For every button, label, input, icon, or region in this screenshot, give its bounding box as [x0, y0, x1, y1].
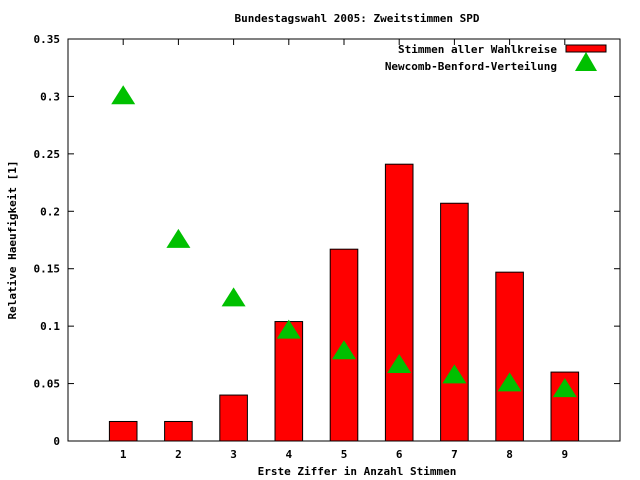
plot-frame: [67, 38, 621, 442]
x-axis-label: Erste Ziffer in Anzahl Stimmen: [258, 465, 457, 478]
x-tick-label: 8: [506, 448, 513, 461]
x-tick-label: 3: [230, 448, 237, 461]
benford-point: [166, 228, 191, 248]
y-axis-ticks: 0 0.05 0.1 0.15 0.2 0.25 0.3 0.35: [34, 33, 620, 448]
y-axis-label: Relative Haeufigkeit [1]: [6, 161, 19, 320]
bar: [440, 202, 469, 442]
y-tick-label: 0.2: [40, 205, 60, 218]
y-tick-label: 0.1: [40, 320, 60, 333]
y-tick-label: 0.15: [34, 263, 61, 276]
y-tick-label: 0.25: [34, 148, 61, 161]
bar: [164, 420, 193, 442]
bar: [108, 420, 138, 442]
x-tick-label: 7: [451, 448, 458, 461]
benford-point: [442, 364, 467, 384]
bar: [384, 163, 414, 442]
benford-point: [497, 372, 522, 392]
x-tick-label: 1: [120, 448, 127, 461]
benford-point: [387, 354, 412, 374]
legend-label-bars: Stimmen aller Wahlkreise: [398, 43, 557, 56]
benford-series: [111, 85, 577, 398]
legend: Stimmen aller Wahlkreise Newcomb-Benford…: [385, 43, 607, 73]
y-tick-label: 0.05: [34, 378, 61, 391]
y-tick-label: 0.3: [40, 90, 60, 103]
x-tick-label: 2: [175, 448, 182, 461]
bar: [495, 271, 524, 442]
x-tick-label: 5: [341, 448, 348, 461]
x-tick-label: 6: [396, 448, 403, 461]
benford-point: [221, 287, 246, 307]
x-tick-label: 9: [561, 448, 568, 461]
bar: [274, 321, 304, 442]
y-tick-label: 0: [53, 435, 60, 448]
benford-point: [276, 319, 301, 339]
legend-label-triangles: Newcomb-Benford-Verteilung: [385, 60, 557, 73]
legend-swatch-triangle: [575, 52, 597, 71]
legend-swatch-bars: [565, 44, 607, 53]
benford-point: [552, 378, 577, 398]
benford-point: [332, 340, 356, 360]
benford-point: [111, 85, 136, 105]
y-tick-label: 0.35: [34, 33, 61, 46]
chart-title: Bundestagswahl 2005: Zweitstimmen SPD: [234, 12, 479, 25]
bar: [219, 394, 248, 442]
x-tick-label: 4: [285, 448, 292, 461]
